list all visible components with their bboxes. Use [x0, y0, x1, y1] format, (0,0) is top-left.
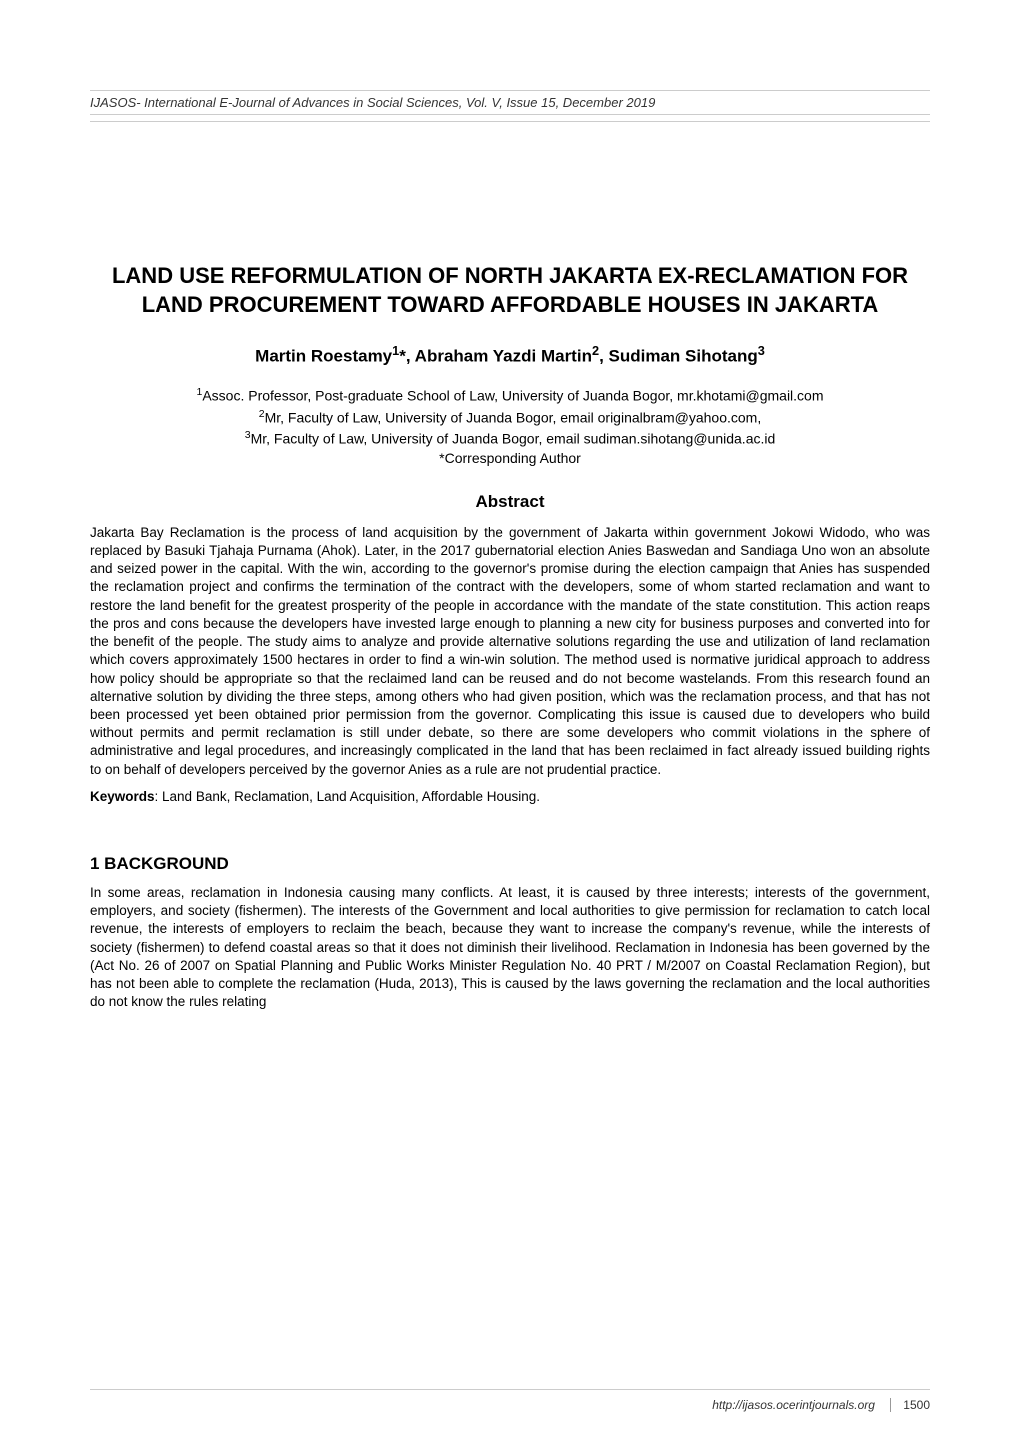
keywords-value: : Land Bank, Reclamation, Land Acquisiti…	[155, 789, 541, 804]
abstract-body: Jakarta Bay Reclamation is the process o…	[90, 524, 930, 779]
affiliation-3: 3Mr, Faculty of Law, University of Juand…	[90, 428, 930, 450]
section-1-heading: 1 BACKGROUND	[90, 854, 930, 874]
abstract-heading: Abstract	[90, 492, 930, 512]
footer-url: http://ijasos.ocerintjournals.org	[712, 1398, 875, 1412]
page-footer: http://ijasos.ocerintjournals.org 1500	[712, 1398, 930, 1412]
journal-header: IJASOS- International E-Journal of Advan…	[90, 90, 930, 115]
section-1-para-1: In some areas, reclamation in Indonesia …	[90, 884, 930, 1012]
paper-title: LAND USE REFORMULATION OF NORTH JAKARTA …	[90, 262, 930, 319]
header-rule	[90, 121, 930, 122]
keywords-label: Keywords	[90, 789, 155, 804]
keywords-line: Keywords: Land Bank, Reclamation, Land A…	[90, 789, 930, 804]
affiliation-2: 2Mr, Faculty of Law, University of Juand…	[90, 407, 930, 429]
page-container: IJASOS- International E-Journal of Advan…	[0, 0, 1020, 1442]
affiliation-1: 1Assoc. Professor, Post-graduate School …	[90, 385, 930, 407]
footer-page-number: 1500	[890, 1398, 930, 1412]
footer-rule	[90, 1389, 930, 1390]
corresponding-author-note: *Corresponding Author	[90, 450, 930, 466]
authors-line: Martin Roestamy1*, Abraham Yazdi Martin2…	[90, 343, 930, 367]
